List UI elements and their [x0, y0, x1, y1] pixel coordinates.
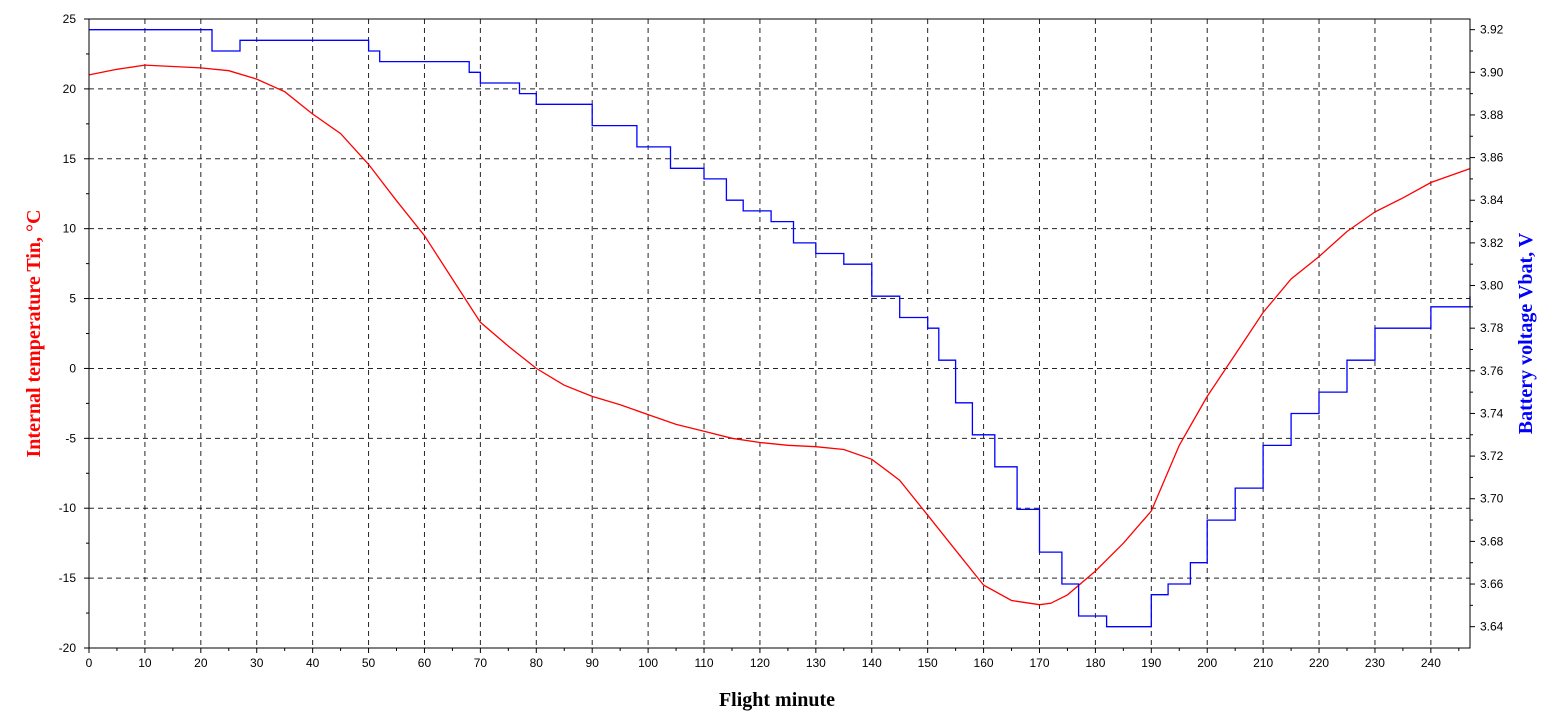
y-right-tick-label: 3.76 [1480, 364, 1504, 378]
y-right-tick-label: 3.92 [1480, 23, 1504, 37]
y-right-tick-label: 3.72 [1480, 449, 1504, 463]
y-left-tick-label: 10 [63, 222, 77, 236]
y-left-tick-label: -20 [59, 641, 77, 655]
series-group [88, 29, 1471, 628]
y-right-tick-label: 3.74 [1480, 406, 1504, 420]
y-left-tick-label: 15 [63, 152, 77, 166]
y-right-tick-label: 3.82 [1480, 236, 1504, 250]
y-right-tick-label: 3.68 [1480, 534, 1504, 548]
x-tick-label: 190 [1141, 656, 1161, 670]
temperature-series-line [88, 64, 1471, 606]
x-tick-label: 40 [306, 656, 320, 670]
x-tick-label: 0 [86, 656, 93, 670]
y-left-tick-label: 20 [63, 82, 77, 96]
x-axis-title: Flight minute [719, 689, 835, 711]
x-tick-label: 120 [750, 656, 770, 670]
x-tick-label: 60 [418, 656, 432, 670]
voltage-series-line [89, 29, 1471, 628]
y-right-tick-label: 3.64 [1480, 620, 1504, 634]
x-tick-label: 110 [694, 656, 713, 670]
y-right-tick-label: 3.88 [1480, 108, 1504, 122]
x-tick-label: 150 [918, 656, 938, 670]
y-left-tick-label: -5 [65, 431, 76, 445]
grid-lines [89, 19, 1470, 648]
x-tick-label: 160 [974, 656, 994, 670]
axis-ticks: 0 10 20 30 40 50 60 70 80 90 100 110 120 130 140 150 160… [59, 12, 1504, 670]
x-tick-label: 130 [806, 656, 826, 670]
x-tick-label: 100 [638, 656, 658, 670]
y-left-tick-label: 5 [69, 292, 76, 306]
x-tick-label: 10 [138, 656, 152, 670]
y-left-tick-label: -15 [59, 571, 77, 585]
y-right-tick-label: 3.86 [1480, 151, 1504, 165]
x-tick-label: 180 [1085, 656, 1105, 670]
y-left-tick-label: -10 [59, 501, 77, 515]
y-right-tick-label: 3.70 [1480, 492, 1504, 506]
y-right-tick-label: 3.66 [1480, 577, 1504, 591]
y-axis-right-title: Battery voltage Vbat, V [1515, 232, 1537, 434]
x-tick-label: 20 [194, 656, 208, 670]
x-tick-label: 240 [1421, 656, 1441, 670]
y-right-tick-label: 3.90 [1480, 65, 1504, 79]
x-tick-label: 170 [1029, 656, 1049, 670]
x-tick-label: 230 [1365, 656, 1385, 670]
x-tick-label: 90 [586, 656, 600, 670]
x-tick-label: 50 [362, 656, 376, 670]
x-tick-label: 210 [1253, 656, 1273, 670]
x-tick-label: 220 [1309, 656, 1329, 670]
x-tick-label: 80 [530, 656, 544, 670]
y-left-tick-label: 25 [63, 12, 77, 26]
y-right-tick-label: 3.84 [1480, 193, 1504, 207]
x-tick-label: 70 [474, 656, 488, 670]
x-tick-label: 200 [1197, 656, 1217, 670]
x-tick-label: 30 [250, 656, 264, 670]
y-right-tick-label: 3.80 [1480, 279, 1504, 293]
y-left-tick-label: 0 [69, 361, 76, 375]
y-right-tick-label: 3.78 [1480, 321, 1504, 335]
y-axis-left-title: Internal temperature Tin, °C [23, 210, 45, 458]
x-tick-label: 140 [862, 656, 882, 670]
